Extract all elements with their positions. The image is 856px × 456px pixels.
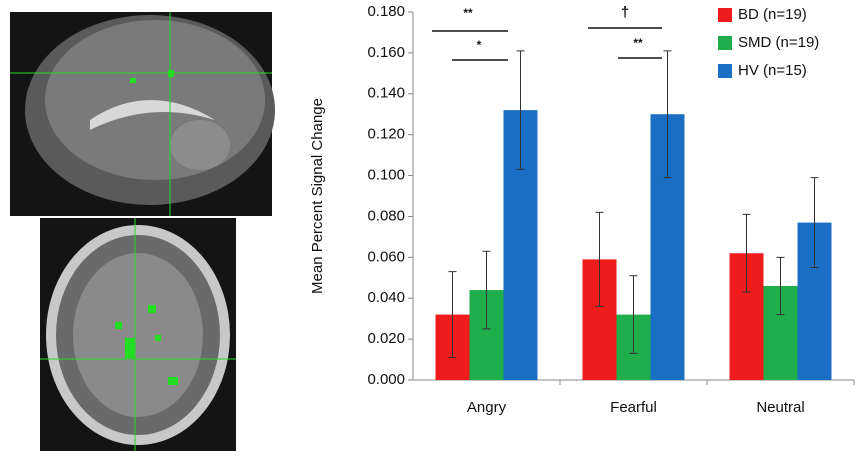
y-tick-label: 0.180 [367,3,405,20]
x-tick-label: Neutral [756,399,804,416]
annotation: † [621,4,629,21]
error-bar [629,275,638,354]
y-tick-label: 0.040 [367,289,405,306]
error-bar [810,177,819,269]
y-tick-label: 0.000 [367,371,405,388]
y-tick-label: 0.160 [367,44,405,61]
error-bar [776,256,785,316]
y-tick-label: 0.060 [367,248,405,265]
x-tick-label: Angry [467,399,507,416]
annotation: * [477,38,482,52]
sagittal-image [10,12,275,216]
axial-image [40,218,236,451]
error-bar [742,213,751,293]
y-axis-label: Mean Percent Signal Change [309,98,326,294]
error-bar [516,50,525,170]
y-tick-label: 0.020 [367,330,405,347]
error-bar [448,271,457,359]
y-tick-label: 0.100 [367,167,405,184]
legend-swatch [718,36,732,50]
legend-label: HV (n=15) [738,62,807,79]
legend-label: BD (n=19) [738,6,807,23]
y-tick-label: 0.120 [367,126,405,143]
legend-swatch [718,64,732,78]
y-tick-label: 0.080 [367,207,405,224]
error-bar [663,50,672,179]
y-tick-label: 0.140 [367,85,405,102]
error-bar [482,250,491,330]
legend-swatch [718,8,732,22]
x-tick-label: Fearful [610,399,657,416]
annotation: ** [463,6,473,20]
error-bar [595,211,604,307]
annotation: ** [633,36,643,50]
legend-label: SMD (n=19) [738,34,819,51]
